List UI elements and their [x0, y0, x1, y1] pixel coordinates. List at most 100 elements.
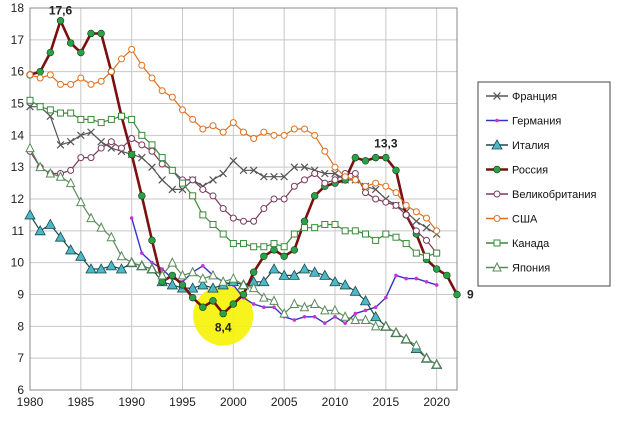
x-tick-label: 2000	[220, 395, 247, 409]
data-point	[148, 163, 156, 171]
data-point	[290, 182, 298, 190]
data-point	[85, 263, 97, 274]
data-point	[330, 304, 340, 315]
data-point	[300, 163, 309, 171]
data-point	[351, 170, 359, 178]
data-point	[209, 122, 217, 130]
data-point	[251, 302, 256, 306]
data-point	[229, 240, 237, 248]
data-point	[158, 87, 166, 95]
data-point	[269, 295, 279, 305]
data-point	[36, 103, 44, 111]
data-point	[179, 106, 186, 114]
legend-label: Россия	[512, 165, 548, 177]
data-point	[187, 266, 198, 277]
data-point	[128, 45, 136, 53]
data-point	[97, 119, 105, 127]
data-point	[87, 154, 95, 162]
data-point	[372, 179, 380, 187]
data-point	[369, 310, 382, 322]
data-point	[57, 109, 64, 117]
data-point	[311, 131, 319, 139]
x-tick-label: 1985	[67, 395, 94, 409]
data-point	[372, 236, 380, 244]
data-point	[312, 314, 317, 319]
data-point	[349, 285, 362, 296]
data-point	[301, 224, 308, 232]
data-point	[138, 61, 146, 69]
data-point	[118, 144, 125, 152]
data-point	[118, 55, 125, 63]
x-tick-label: 2015	[372, 395, 399, 409]
data-point	[443, 271, 451, 280]
data-point	[392, 201, 400, 209]
data-point	[138, 153, 146, 162]
data-point	[189, 192, 197, 200]
data-point	[414, 276, 419, 281]
data-point	[140, 251, 144, 255]
data-point	[105, 260, 118, 271]
legend-item: Германия	[486, 116, 561, 128]
data-point	[219, 205, 227, 213]
data-point	[309, 298, 320, 309]
data-point	[402, 201, 410, 209]
data-point	[493, 215, 501, 222]
data-point	[97, 137, 105, 146]
y-tick-label: 16	[11, 65, 25, 79]
data-point	[160, 267, 164, 271]
data-point	[197, 279, 209, 290]
data-point	[350, 314, 361, 324]
data-point	[97, 144, 105, 152]
data-point	[97, 77, 105, 85]
y-tick-label: 12	[11, 192, 25, 206]
annotations: 17,6 13,3 8,4 9	[49, 4, 474, 335]
legend-label: Канада	[512, 238, 550, 250]
data-point	[168, 93, 176, 101]
data-point	[126, 257, 137, 267]
data-point	[207, 282, 219, 293]
data-point	[394, 273, 398, 278]
data-point	[404, 276, 408, 281]
data-point	[353, 311, 358, 316]
data-point	[362, 182, 369, 190]
data-point	[128, 135, 136, 143]
data-point	[189, 176, 197, 184]
y-tick-label: 8	[17, 319, 24, 333]
data-point	[228, 272, 239, 283]
legend-item: Россия	[486, 165, 548, 177]
data-point	[219, 128, 227, 136]
data-point	[168, 271, 177, 280]
data-point	[260, 243, 268, 251]
data-point	[290, 125, 298, 133]
data-point	[341, 227, 349, 235]
data-point	[129, 216, 134, 220]
data-point	[280, 172, 288, 181]
data-point	[240, 217, 247, 225]
data-point	[249, 166, 258, 175]
data-point	[157, 269, 167, 280]
data-point	[46, 106, 54, 114]
data-point	[491, 139, 503, 150]
data-point	[359, 295, 372, 306]
y-tick-label: 6	[17, 383, 24, 397]
legend-item: США	[486, 214, 538, 226]
data-point	[97, 29, 105, 38]
data-point	[423, 236, 430, 244]
data-point	[168, 166, 176, 174]
y-tick-label: 14	[11, 128, 25, 142]
plot-frame	[29, 7, 458, 391]
data-point	[431, 358, 442, 369]
data-point	[412, 217, 421, 226]
series-Япония	[25, 142, 442, 369]
data-point	[239, 290, 248, 299]
data-point	[260, 205, 268, 213]
data-point	[278, 269, 290, 280]
data-point	[199, 303, 207, 311]
data-point	[260, 172, 268, 181]
data-point	[493, 92, 501, 100]
data-point	[321, 147, 329, 155]
data-point	[238, 279, 249, 289]
data-point	[331, 220, 339, 228]
data-point	[339, 279, 351, 290]
